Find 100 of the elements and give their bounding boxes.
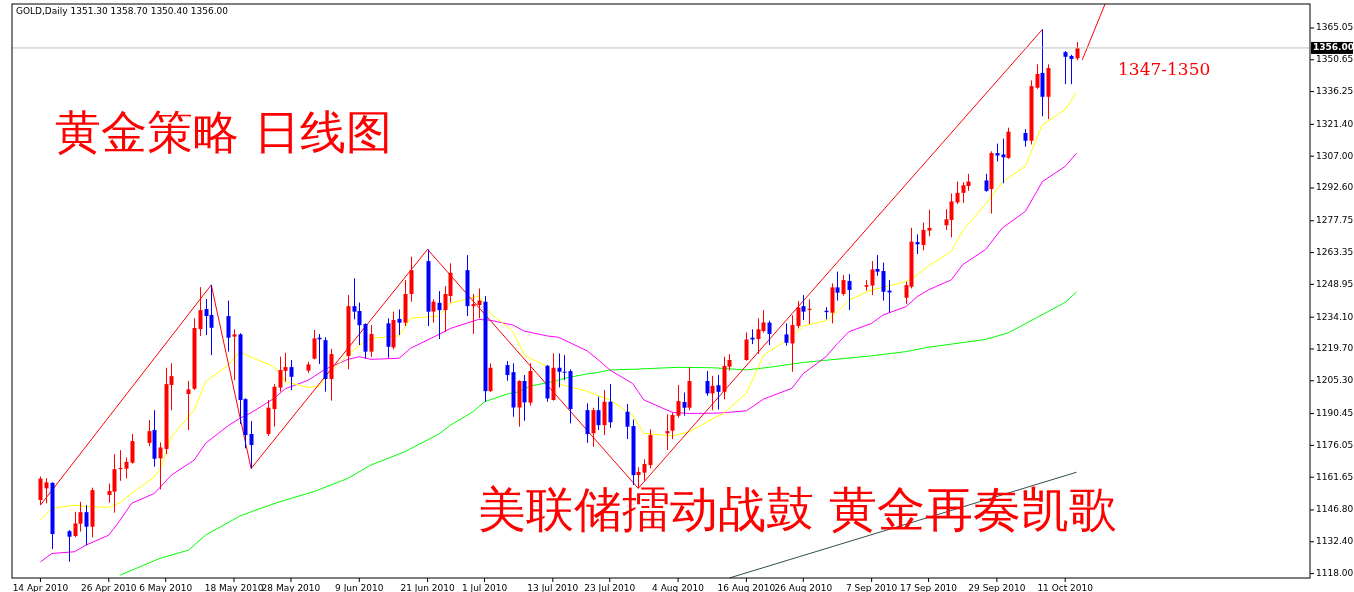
y-tick-label: 1307.00 [1316,150,1354,161]
candlestick [431,298,436,324]
candlestick [312,329,317,360]
candlestick [602,389,607,436]
candlestick [118,449,123,482]
x-tick-label: 16 Aug 2010 [717,582,776,592]
candlestick [625,403,630,440]
y-tick-label: 1190.45 [1316,408,1354,419]
x-tick-label: 26 Aug 2010 [774,582,833,592]
candlestick [1063,50,1068,85]
x-tick-label: 29 Sep 2010 [968,582,1026,592]
candlestick [870,260,875,296]
candlestick [272,383,277,428]
candlestick [927,209,932,237]
candlestick [955,181,960,205]
candlestick [198,286,203,337]
candlestick [676,384,681,419]
candlestick [608,383,613,429]
candlestick [505,360,510,382]
candlestick [1069,54,1074,85]
candlestick [226,300,231,353]
candlestick [716,374,721,410]
candlestick [158,441,163,490]
annotation: GOLD,Daily 1351.30 1358.70 1350.40 1356.00 [16,6,229,16]
candlestick [796,300,801,329]
candlestick [847,273,852,311]
x-tick-label: 17 Sep 2010 [900,582,958,592]
candlestick [186,380,191,431]
candlestick [112,453,117,514]
ref-line-label: 1356.00 [1313,42,1354,53]
candlestick [682,391,687,417]
x-tick-label: 1 Jul 2010 [461,582,508,592]
y-tick-label: 1336.25 [1316,86,1354,97]
x-tick-label: 9 Jun 2010 [335,582,384,592]
candlestick [562,354,567,381]
candlestick [841,274,846,297]
candlestick [585,402,590,444]
candlestick [369,324,374,358]
candlestick [949,192,954,238]
y-tick-label: 1176.05 [1316,439,1354,450]
candlestick [596,396,601,431]
candlestick [522,374,527,422]
x-tick-label: 26 Apr 2010 [80,582,137,592]
candlestick [744,331,749,362]
candlestick [557,352,562,388]
text: 黄金策略 日线图 [55,105,392,159]
y-tick-label: 1321.40 [1316,118,1354,129]
candlestick [67,529,72,563]
candlestick [801,294,806,321]
y-tick-label: 1263.35 [1316,247,1354,258]
y-tick-label: 1205.30 [1316,375,1354,386]
candlestick [78,501,83,533]
candlestick [357,302,362,346]
candlestick [232,328,237,381]
x-tick-label: 14 Apr 2010 [12,582,69,592]
candlestick [835,271,840,302]
x-tick-label: 28 May 2010 [261,582,321,592]
candlestick [784,322,789,347]
y-tick-label: 1277.75 [1316,215,1354,226]
y-tick-label: 1292.60 [1316,182,1354,193]
candlestick [710,375,715,411]
candlestick [642,458,647,482]
candlestick [670,412,675,440]
candlestick [130,433,135,465]
candlestick [767,320,772,346]
candlestick [409,256,414,303]
x-tick-label: 18 May 2010 [204,582,264,592]
candlestick [147,419,152,447]
candlestick [124,456,129,479]
candlestick [249,420,254,469]
annotation: 1347-1350 [1118,59,1211,79]
y-tick-label: 1118.00 [1316,568,1354,579]
candlestick [471,293,476,335]
candlestick [881,262,886,302]
candlestick [591,407,596,448]
candlestick [289,359,294,391]
x-tick-label: 13 Jul 2010 [527,582,579,592]
x-tick-label: 6 May 2010 [139,582,193,592]
candlestick [1040,28,1045,117]
candlestick [84,504,89,546]
x-tick-label: 7 Sep 2010 [845,582,898,592]
candlestick [488,362,493,393]
candlestick [437,290,442,340]
y-tick-label: 1234.10 [1316,311,1354,322]
x-tick-label: 4 Aug 2010 [652,582,705,592]
x-tick-label: 23 Jul 2010 [584,582,636,592]
y-tick-label: 1219.70 [1316,343,1354,354]
candlestick [1001,138,1006,184]
y-tick-label: 1161.65 [1316,471,1354,482]
candlestick [386,317,391,359]
candlestick [875,254,880,277]
candlestick [790,314,795,373]
candlestick [1035,63,1040,90]
candlestick [807,298,812,325]
y-tick-label: 1365.05 [1316,22,1354,33]
y-tick-label: 1248.95 [1316,278,1354,289]
x-tick-label: 11 Oct 2010 [1037,582,1094,592]
y-tick-label: 1132.40 [1316,536,1354,547]
y-tick-label: 1146.80 [1316,504,1354,515]
candlestick [397,308,402,336]
